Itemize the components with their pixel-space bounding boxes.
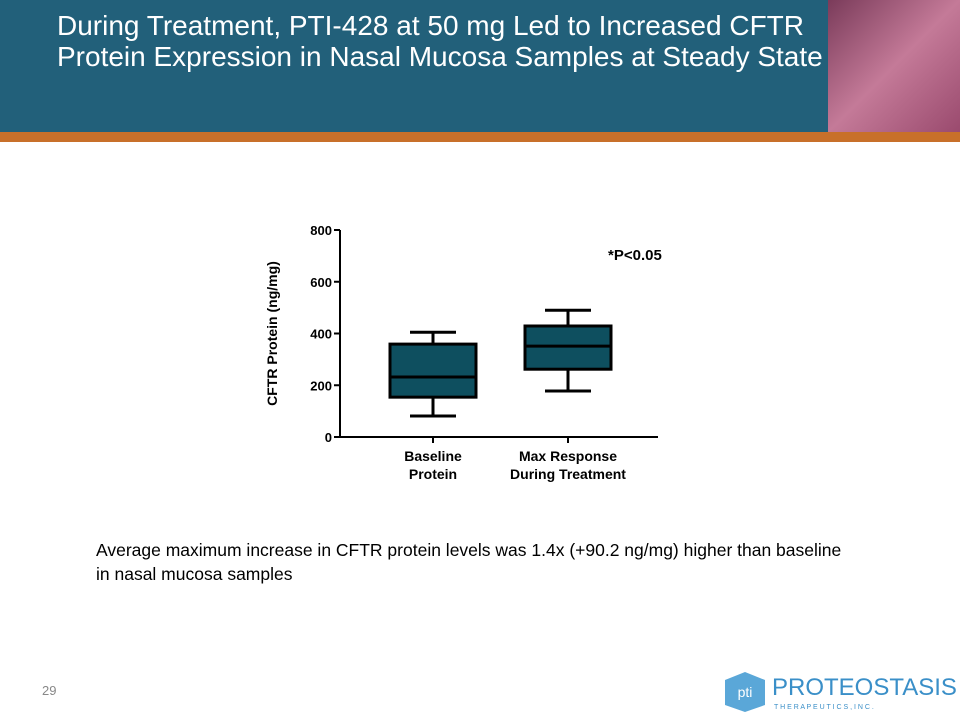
logo-hex — [725, 672, 765, 712]
y-axis-label: CFTR Protein (ng/mg) — [264, 261, 280, 406]
header-band — [0, 0, 960, 132]
y-tick-label: 800 — [310, 223, 332, 238]
title-box: During Treatment, PTI-428 at 50 mg Led t… — [57, 10, 823, 72]
slide-title: During Treatment, PTI-428 at 50 mg Led t… — [57, 10, 823, 72]
logo-name: PROTEOSTASIS — [772, 674, 957, 701]
annotation: *P<0.05 — [608, 247, 662, 264]
y-tick-label: 600 — [310, 275, 332, 290]
body-text: Average maximum increase in CFTR protein… — [96, 540, 842, 584]
header-stripe — [0, 132, 960, 142]
y-tick-label: 400 — [310, 327, 332, 342]
header-image — [828, 0, 960, 132]
logo-tagline: T H E R A P E U T I C S , I N C . — [774, 704, 874, 711]
body-box: Average maximum increase in CFTR protein… — [96, 540, 842, 584]
logo-mark: pti — [738, 684, 753, 700]
box — [388, 342, 478, 399]
x-tick-label: Baseline Protein — [404, 448, 462, 482]
x-tick-label: Max Response During Treatment — [510, 448, 626, 482]
y-tick-label: 200 — [310, 378, 332, 393]
logo: pti PROTEOSTASIS T H E R A P E U T I C S… — [725, 672, 957, 712]
y-tick-label: 0 — [325, 430, 332, 445]
page-number: 29 — [42, 683, 56, 698]
